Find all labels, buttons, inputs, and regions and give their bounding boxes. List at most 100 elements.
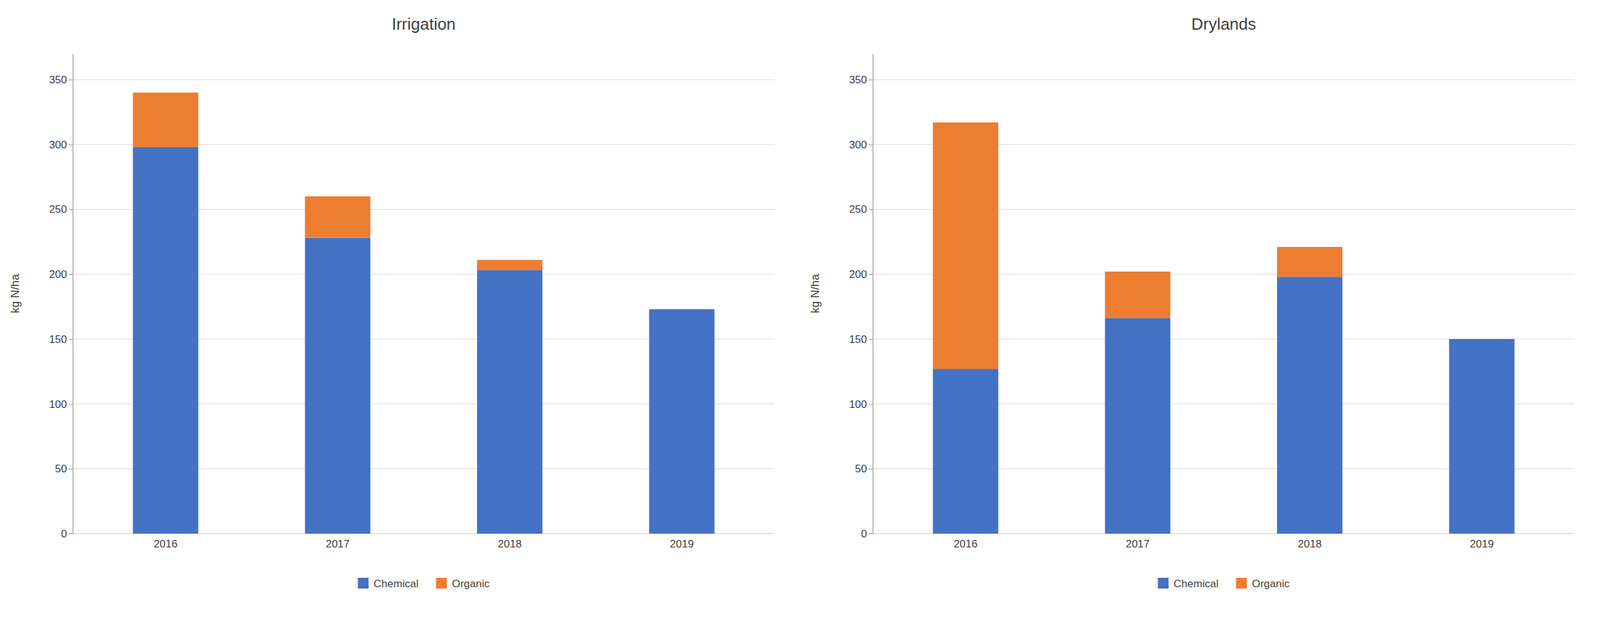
- y-tick-mark: [68, 404, 73, 406]
- title: Drylands: [1191, 14, 1257, 34]
- y-tick-label: 350: [49, 73, 67, 86]
- y-tick-mark: [68, 79, 73, 81]
- panel: 0501001502002503003502016201720182019Irr…: [8, 14, 776, 591]
- x-axis: 2016 2017 2018 2019: [73, 534, 776, 552]
- legend-item: Organic: [1236, 578, 1290, 591]
- x-tick: 2017: [1125, 538, 1150, 551]
- bar: [1448, 338, 1515, 340]
- bar: [648, 309, 715, 310]
- bar: [477, 260, 543, 271]
- y-tick: 300: [49, 139, 73, 152]
- y-tick-mark: [868, 274, 873, 275]
- y-tick-label: 100: [849, 398, 867, 411]
- legend-swatch: [357, 578, 369, 589]
- x-tick-label: 2017: [1125, 538, 1150, 551]
- y-tick-label: 350: [849, 73, 867, 86]
- y-tick-mark: [868, 533, 873, 535]
- x-tick: 2018: [497, 538, 522, 551]
- y-tick-mark: [868, 209, 873, 210]
- legend-swatch: [436, 578, 447, 589]
- legend-item: Chemical: [357, 578, 419, 591]
- y-tick: 350: [849, 73, 873, 86]
- y-axis-title: kg N/ha: [8, 273, 22, 314]
- grid-line: [72, 79, 775, 81]
- bar: [1277, 276, 1343, 534]
- legend-label: Chemical: [373, 578, 419, 591]
- x-axis: 2016201720182019: [873, 534, 1576, 552]
- bar: [477, 270, 543, 534]
- series: [132, 92, 543, 271]
- y-tick: 100: [849, 398, 873, 411]
- y-tick-mark: [868, 79, 873, 81]
- y-tick-mark: [868, 404, 873, 406]
- y-axis-line: [872, 54, 874, 535]
- y-tick: 0: [61, 528, 73, 541]
- bar: [932, 369, 998, 534]
- x-tick-label: 2017: [325, 538, 350, 551]
- bar: [1277, 247, 1343, 277]
- y-tick-mark: [68, 339, 73, 340]
- legend: Chemical Organic: [1157, 578, 1290, 591]
- series: [932, 122, 1343, 370]
- legend-swatch: [1157, 578, 1169, 589]
- y-tick-mark: [868, 468, 873, 470]
- x-tick-label: 2019: [669, 538, 694, 551]
- bar: [1105, 318, 1171, 534]
- y-tick-label: 250: [849, 203, 867, 216]
- bar: [932, 122, 998, 370]
- x-tick-label: 2016: [953, 538, 978, 551]
- legend-label: Chemical: [1173, 578, 1219, 591]
- y-tick-label: 250: [49, 203, 67, 216]
- y-tick-mark: [68, 533, 73, 535]
- y-tick: 200: [49, 268, 73, 281]
- y-tick-label: 50: [854, 463, 867, 476]
- x-tick: 2017: [325, 538, 350, 551]
- bars: [132, 92, 715, 534]
- x-tick: 2016: [153, 538, 178, 551]
- x-tick: 2018: [1297, 538, 1322, 551]
- y-tick: 0: [861, 528, 873, 541]
- y-tick-label: 0: [861, 528, 867, 541]
- x-tick-label: 2018: [1297, 538, 1322, 551]
- y-tick: 250: [849, 203, 873, 216]
- bar: [648, 309, 715, 534]
- bar: [1448, 339, 1515, 534]
- legend-item: Organic: [436, 578, 490, 591]
- y-axis: 0 50 100 150 200 250 300 350: [49, 54, 74, 541]
- y-tick: 150: [849, 333, 873, 346]
- bar: [305, 196, 371, 239]
- y-tick-label: 0: [61, 528, 67, 541]
- y-tick-mark: [868, 339, 873, 340]
- y-tick: 50: [54, 463, 73, 476]
- legend-swatch: [1236, 578, 1247, 589]
- y-axis-title: kg N/ha: [808, 273, 822, 314]
- y-tick: 150: [49, 333, 73, 346]
- x-tick-label: 2016: [153, 538, 178, 551]
- y-tick-mark: [68, 468, 73, 470]
- y-tick: 100: [49, 398, 73, 411]
- y-tick-label: 150: [49, 333, 67, 346]
- y-tick-label: 300: [849, 139, 867, 152]
- series: [932, 276, 1515, 534]
- legend-label: Organic: [451, 578, 490, 591]
- bar: [1105, 271, 1171, 319]
- x-tick: 2016: [953, 538, 978, 551]
- series: [132, 147, 715, 534]
- y-tick-label: 150: [849, 333, 867, 346]
- bars: [932, 122, 1515, 534]
- y-tick: 200: [849, 268, 873, 281]
- y-tick-label: 50: [54, 463, 67, 476]
- y-tick: 250: [49, 203, 73, 216]
- legend-item: Chemical: [1157, 578, 1219, 591]
- x-axis-line: [73, 533, 776, 535]
- y-axis-line: [72, 54, 74, 535]
- y-tick-mark: [68, 209, 73, 210]
- legend: Chemical Organic: [357, 578, 490, 591]
- y-tick: 350: [49, 73, 73, 86]
- grid: [72, 79, 775, 534]
- y-tick-mark: [68, 144, 73, 146]
- y-tick-label: 300: [49, 139, 67, 152]
- chart-root: 0501001502002503003502016201720182019Irr…: [0, 0, 1600, 622]
- x-axis-line: [873, 533, 1576, 535]
- x-tick-label: 2018: [497, 538, 522, 551]
